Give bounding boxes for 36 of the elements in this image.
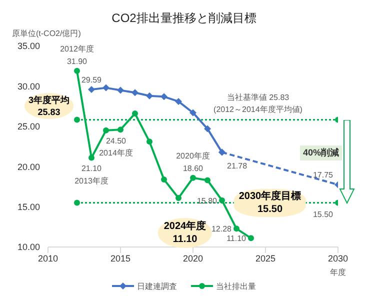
data-label: 15.50 <box>312 210 334 219</box>
data-label: 21.10 <box>81 164 102 173</box>
x-tick-label: 2025 <box>255 253 276 264</box>
data-label: 11.10 <box>226 234 247 244</box>
data-label: 15.80 <box>196 196 218 206</box>
ref-line-label: 2030年度目標 15.50 <box>234 188 306 217</box>
data-label: 17.75 <box>312 170 334 180</box>
data-label: 31.90 <box>66 56 88 66</box>
y-tick-label: 15.00 <box>17 202 40 212</box>
x-tick-label: 2030 <box>328 253 348 264</box>
data-label: 12.28 <box>211 224 232 234</box>
y-axis-title: 原単位(t-CO2/億円) <box>12 28 81 39</box>
legend-label: 日建連調査 <box>137 280 177 292</box>
x-axis-title: 年度 <box>330 267 346 278</box>
annotation: 3年度平均 25.83 <box>24 92 74 119</box>
annotation: 2012年度 <box>60 43 94 54</box>
data-label: 21.78 <box>227 161 248 170</box>
x-tick-label: 2015 <box>110 253 131 264</box>
y-tick-label: 25.00 <box>17 122 40 132</box>
data-label: 29.59 <box>81 75 102 84</box>
ref-line-label: 当社基準値 25.83 (2012～2014年度平均値) <box>214 92 302 116</box>
y-tick-label: 30.00 <box>17 81 40 92</box>
annotation: 40%削減 <box>300 145 342 160</box>
x-tick-label: 2010 <box>38 253 58 264</box>
annotation: 2024年度 11.10 <box>158 218 212 248</box>
y-tick-label: 35.00 <box>17 41 40 52</box>
annotation: 2020年度 <box>176 150 210 162</box>
y-tick-label: 10.00 <box>17 242 40 252</box>
chart-title: CO2排出量推移と削減目標 <box>110 10 258 27</box>
y-tick-label: 20.00 <box>17 162 40 172</box>
data-label: 18.60 <box>182 164 204 173</box>
x-tick-label: 2020 <box>182 253 204 264</box>
data-label: 24.50 <box>106 136 127 146</box>
annotation: 2013年度 <box>74 175 108 186</box>
legend-label: 当社排出量 <box>216 280 256 292</box>
annotation: 2014年度 <box>99 148 133 159</box>
